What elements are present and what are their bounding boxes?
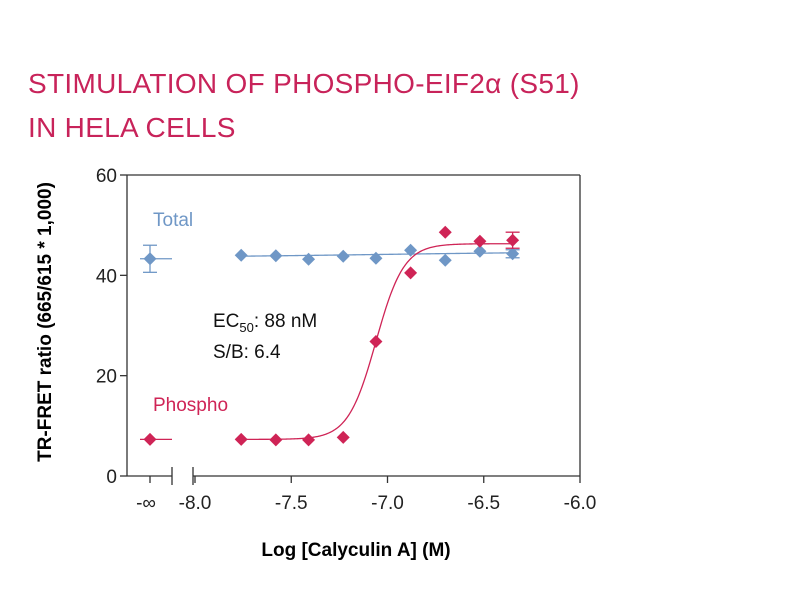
data-point-total xyxy=(336,249,350,263)
y-tick-label: 0 xyxy=(106,467,117,488)
y-tick-label: 60 xyxy=(96,166,117,187)
data-point-phospho xyxy=(473,234,487,248)
data-point-total xyxy=(473,244,487,258)
data-point-total xyxy=(438,253,452,267)
x-tick-label-zero: -∞ xyxy=(136,493,156,514)
chart-title-line-2: IN HELA CELLS xyxy=(28,112,236,143)
x-axis-label: Log [Calyculin A] (M) xyxy=(261,540,450,561)
x-tick-label: -6.0 xyxy=(564,493,597,514)
ec50-subscript: 50 xyxy=(239,320,253,335)
data-point-total xyxy=(302,252,316,266)
data-point-total xyxy=(369,251,383,265)
ec50-value: : 88 nM xyxy=(254,311,317,332)
data-point-total-zero xyxy=(143,252,157,266)
signal-to-background-annotation: S/B: 6.4 xyxy=(213,342,281,363)
y-tick-label: 40 xyxy=(96,266,117,287)
x-tick-label: -7.0 xyxy=(371,493,404,514)
data-points xyxy=(143,225,520,447)
data-point-phospho xyxy=(438,225,452,239)
data-point-phospho xyxy=(369,335,383,349)
y-tick-label: 20 xyxy=(96,367,117,388)
data-point-phospho xyxy=(506,233,520,247)
y-axis-label: TR-FRET ratio (665/615 * 1,000) xyxy=(35,182,56,462)
data-point-phospho xyxy=(269,433,283,447)
plot-frame xyxy=(126,174,581,485)
data-point-phospho xyxy=(404,266,418,280)
series-label-total: Total xyxy=(153,210,193,231)
x-tick-label: -8.0 xyxy=(179,493,212,514)
ec50-annotation: EC50: 88 nM xyxy=(213,311,317,335)
chart-title-line-1: STIMULATION OF PHOSPHO-EIF2α (S51) xyxy=(28,68,580,99)
data-point-total xyxy=(506,247,520,261)
ec50-prefix: EC xyxy=(213,311,239,332)
x-tick-label: -7.5 xyxy=(275,493,308,514)
axes: 0 20 40 60 -8.0 -7.5 -7.0 -6.5 -6.0 -∞ xyxy=(96,166,597,514)
data-point-total xyxy=(404,243,418,257)
series-label-phospho: Phospho xyxy=(153,395,228,416)
data-point-phospho xyxy=(302,433,316,447)
chart-title: STIMULATION OF PHOSPHO-EIF2α (S51) IN HE… xyxy=(28,62,580,150)
data-point-total xyxy=(234,248,248,262)
data-point-phospho xyxy=(336,430,350,444)
data-point-total xyxy=(269,249,283,263)
data-point-phospho xyxy=(234,432,248,446)
data-point-phospho-zero xyxy=(143,432,157,446)
x-tick-label: -6.5 xyxy=(467,493,500,514)
